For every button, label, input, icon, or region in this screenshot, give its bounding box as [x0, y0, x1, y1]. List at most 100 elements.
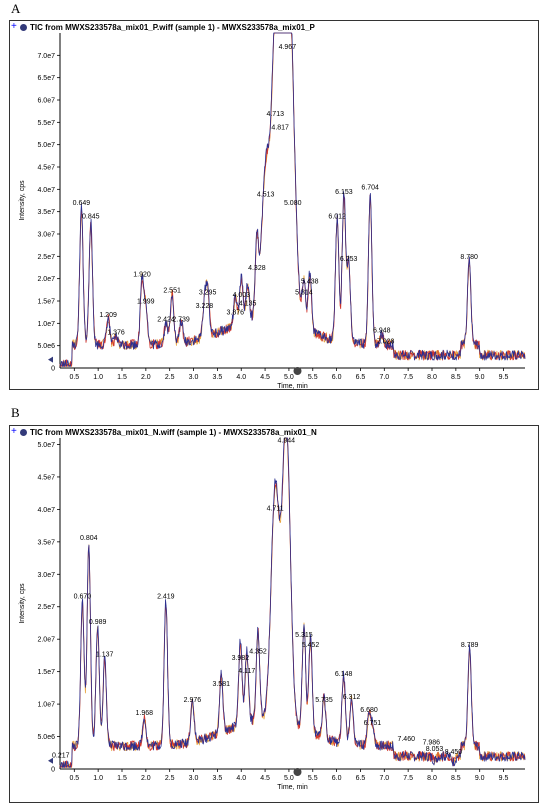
y-tick-label: 1.5e7 [37, 299, 55, 306]
peak-label: 0.649 [73, 200, 91, 207]
x-tick-label: 1.0 [93, 775, 103, 782]
peak-label: 2.976 [184, 697, 202, 704]
expand-icon[interactable]: + [11, 21, 17, 32]
peak-label: 1.376 [107, 330, 125, 337]
y-tick-label: 4.0e7 [37, 187, 55, 194]
baseline-marker-icon [48, 757, 53, 764]
peak-label: 0.217 [52, 752, 70, 759]
peak-label: 4.713 [266, 111, 284, 118]
peak-label: 2.424 [157, 316, 175, 323]
y-tick-label: 3.5e7 [37, 209, 55, 216]
peak-label: 8.450 [445, 749, 463, 756]
x-tick-label: 2.5 [165, 775, 175, 782]
x-tick-label: 3.0 [189, 374, 199, 381]
expand-icon[interactable]: + [11, 426, 17, 437]
x-tick-label: 7.5 [403, 775, 413, 782]
peak-label: 8.053 [426, 746, 444, 753]
x-tick-label: 5.5 [308, 775, 318, 782]
x-tick-label: 4.0 [236, 775, 246, 782]
peak-label: 6.704 [361, 185, 379, 192]
y-tick-label: 2.5e7 [37, 604, 55, 611]
chart-svg-a: 0.5 1.0 1.5 2.0 2.5 3.0 3.5 4.0 4.5 5.0 5.5 6.0 6.5 7… [19, 32, 526, 390]
peak-label: 1.968 [136, 710, 154, 717]
peak-label: 2.739 [172, 316, 190, 323]
y-axis-label: Intensity, cps [19, 583, 26, 624]
panel-letter-a: A [11, 1, 21, 16]
y-tick-label: 2.5e7 [37, 254, 55, 261]
y-tick-label: 3.5e7 [37, 539, 55, 546]
peak-label: 4.711 [267, 506, 284, 513]
peak-label: 7.028 [377, 339, 395, 346]
peak-label: 3.228 [196, 303, 214, 310]
series-line [59, 437, 526, 768]
y-tick-label: 2.0e7 [37, 637, 55, 644]
peak-label: 4.513 [257, 191, 275, 198]
series-line [59, 32, 526, 367]
chart-title: TIC from MWXS233578a_mix01_N.wiff (sampl… [30, 428, 317, 437]
x-tick-label: 5.0 [284, 775, 294, 782]
peak-label: 6.153 [335, 189, 353, 196]
peak-label: 2.551 [163, 287, 181, 294]
x-tick-label: 7.5 [403, 374, 413, 381]
time-cursor-icon [293, 367, 302, 375]
baseline-marker-icon [48, 356, 53, 363]
peak-label: 8.780 [460, 254, 478, 261]
peak-label: 4.352 [249, 648, 267, 655]
peak-label: 4.003 [233, 292, 251, 299]
peak-label: 1.137 [96, 652, 114, 659]
x-tick-label: 8.5 [451, 775, 461, 782]
x-tick-label: 8.5 [451, 374, 461, 381]
peak-label: 6.751 [364, 720, 382, 727]
peak-label: 4.944 [277, 437, 295, 444]
x-tick-label: 6.0 [332, 775, 342, 782]
peak-label: 5.735 [315, 697, 333, 704]
y-tick-label: 2.0e7 [37, 276, 55, 283]
x-tick-label: 6.5 [356, 775, 366, 782]
chart-title: TIC from MWXS233578a_mix01_P.wiff (sampl… [30, 23, 315, 32]
peak-label: 0.989 [89, 619, 107, 626]
x-tick-label: 2.5 [165, 374, 175, 381]
x-axis-label: Time, min [277, 784, 308, 791]
x-tick-label: 4.5 [260, 775, 270, 782]
peak-label: 5.080 [284, 200, 302, 207]
peak-label: 0.670 [74, 593, 92, 600]
series-line [59, 437, 526, 768]
chart-panel-b: + TIC from MWXS233578a_mix01_N.wiff (sam… [9, 425, 539, 803]
x-tick-label: 9.5 [499, 775, 509, 782]
peak-label: 3.876 [227, 310, 245, 317]
trace-marker-icon [20, 429, 27, 436]
y-tick-label: 5.0e6 [37, 343, 55, 350]
peak-label: 6.148 [335, 671, 353, 678]
peak-label: 6.312 [343, 694, 361, 701]
y-tick-label: 4.0e7 [37, 507, 55, 514]
peak-label: 1.920 [133, 272, 151, 279]
peak-label: 1.999 [137, 298, 155, 305]
x-tick-label: 7.0 [379, 775, 389, 782]
y-axis-label: Intensity, cps [19, 180, 26, 221]
x-tick-label: 6.5 [356, 374, 366, 381]
y-tick-label: 6.0e7 [37, 98, 55, 105]
x-tick-label: 4.0 [236, 374, 246, 381]
peak-label: 8.789 [461, 642, 479, 649]
y-tick-label: 4.5e7 [37, 474, 55, 481]
peak-label: 3.982 [232, 655, 250, 662]
x-tick-label: 1.5 [117, 775, 127, 782]
x-tick-label: 8.0 [427, 374, 437, 381]
y-tick-label: 6.5e7 [37, 75, 55, 82]
x-tick-label: 0.5 [69, 374, 79, 381]
y-tick-label: 7.0e7 [37, 53, 55, 60]
y-tick-label: 1.5e7 [37, 669, 55, 676]
peak-label: 5.438 [301, 278, 319, 285]
peak-label: 0.804 [80, 535, 98, 542]
peak-label: 5.315 [295, 632, 313, 639]
y-tick-label: 4.5e7 [37, 165, 55, 172]
y-tick-label: 0 [51, 767, 55, 774]
x-tick-label: 2.0 [141, 374, 151, 381]
panel-letter-b: B [11, 405, 20, 420]
x-axis-label: Time, min [277, 383, 308, 390]
x-tick-label: 3.5 [213, 374, 223, 381]
x-tick-label: 4.5 [260, 374, 270, 381]
x-tick-label: 6.0 [332, 374, 342, 381]
x-tick-label: 9.0 [475, 374, 485, 381]
peak-label: 6.253 [340, 256, 358, 263]
